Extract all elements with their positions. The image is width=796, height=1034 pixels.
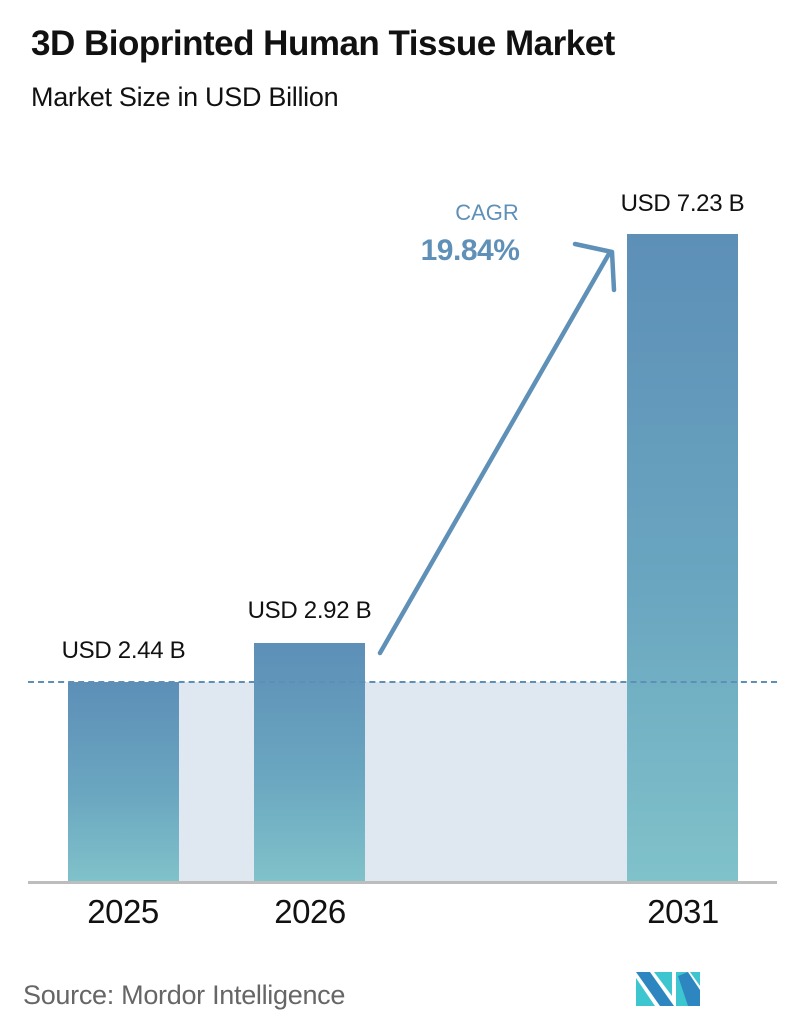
x-label-2031: 2031 bbox=[647, 893, 719, 930]
reference-dashed-line bbox=[28, 681, 777, 683]
bar-2025 bbox=[68, 682, 179, 882]
source-text: Source: Mordor Intelligence bbox=[23, 980, 346, 1010]
reference-band bbox=[179, 682, 627, 882]
bar-label-2025: USD 2.44 B bbox=[61, 637, 186, 664]
bar-label-2026: USD 2.92 B bbox=[247, 597, 372, 624]
x-label-2025: 2025 bbox=[87, 893, 159, 930]
bar-2031 bbox=[627, 234, 738, 882]
mordor-intelligence-logo-icon bbox=[636, 972, 700, 1006]
chart-subtitle: Market Size in USD Billion bbox=[31, 82, 339, 112]
cagr-value: 19.84% bbox=[420, 234, 520, 267]
cagr-label: CAGR bbox=[455, 200, 519, 225]
x-label-2026: 2026 bbox=[274, 893, 346, 930]
x-axis-baseline bbox=[28, 881, 777, 884]
bar-label-2031: USD 7.23 B bbox=[620, 190, 745, 217]
chart-title: 3D Bioprinted Human Tissue Market bbox=[31, 24, 615, 63]
